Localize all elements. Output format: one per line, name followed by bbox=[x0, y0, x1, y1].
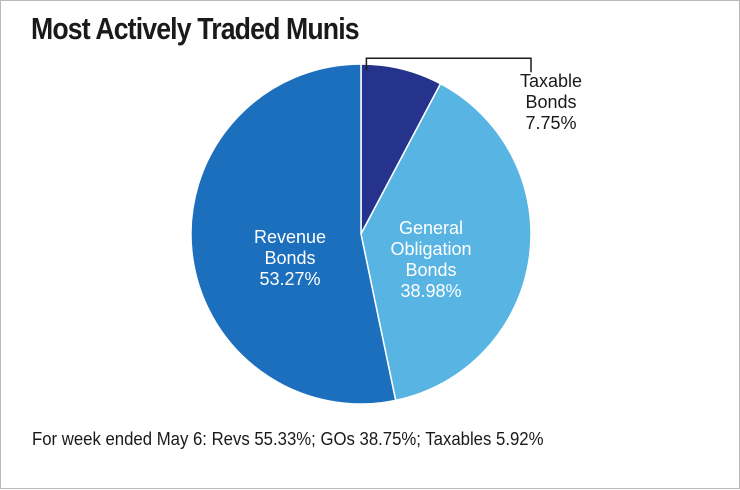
slice-label-line: Bonds bbox=[405, 260, 456, 280]
slice-value-text: 53.27% bbox=[259, 269, 320, 289]
pie-slice-general-obligation bbox=[360, 82, 532, 402]
slice-label-line: Obligation bbox=[390, 239, 471, 259]
slice-label-line: Revenue bbox=[254, 227, 326, 247]
slice-label-line: General bbox=[399, 218, 463, 238]
slice-label-line: Bonds bbox=[264, 248, 315, 268]
chart-title: Most Actively Traded Munis bbox=[31, 11, 360, 46]
slice-value-text: 7.75% bbox=[525, 113, 576, 133]
footnote: For week ended May 6: Revs 55.33%; GOs 3… bbox=[32, 429, 544, 449]
pie-slice-revenue bbox=[190, 63, 397, 405]
pie-slices bbox=[190, 63, 532, 405]
slice-label-taxable: Taxable Bonds 7.75% bbox=[520, 71, 582, 133]
slice-label-line: Taxable bbox=[520, 71, 582, 91]
slice-label-line: Bonds bbox=[525, 92, 576, 112]
slice-value-text: 38.98% bbox=[400, 281, 461, 301]
slice-label-general-obligation: General Obligation Bonds 38.98% bbox=[390, 218, 471, 301]
slice-label-revenue: Revenue Bonds 53.27% bbox=[254, 227, 326, 289]
taxable-leader-line bbox=[365, 57, 532, 73]
